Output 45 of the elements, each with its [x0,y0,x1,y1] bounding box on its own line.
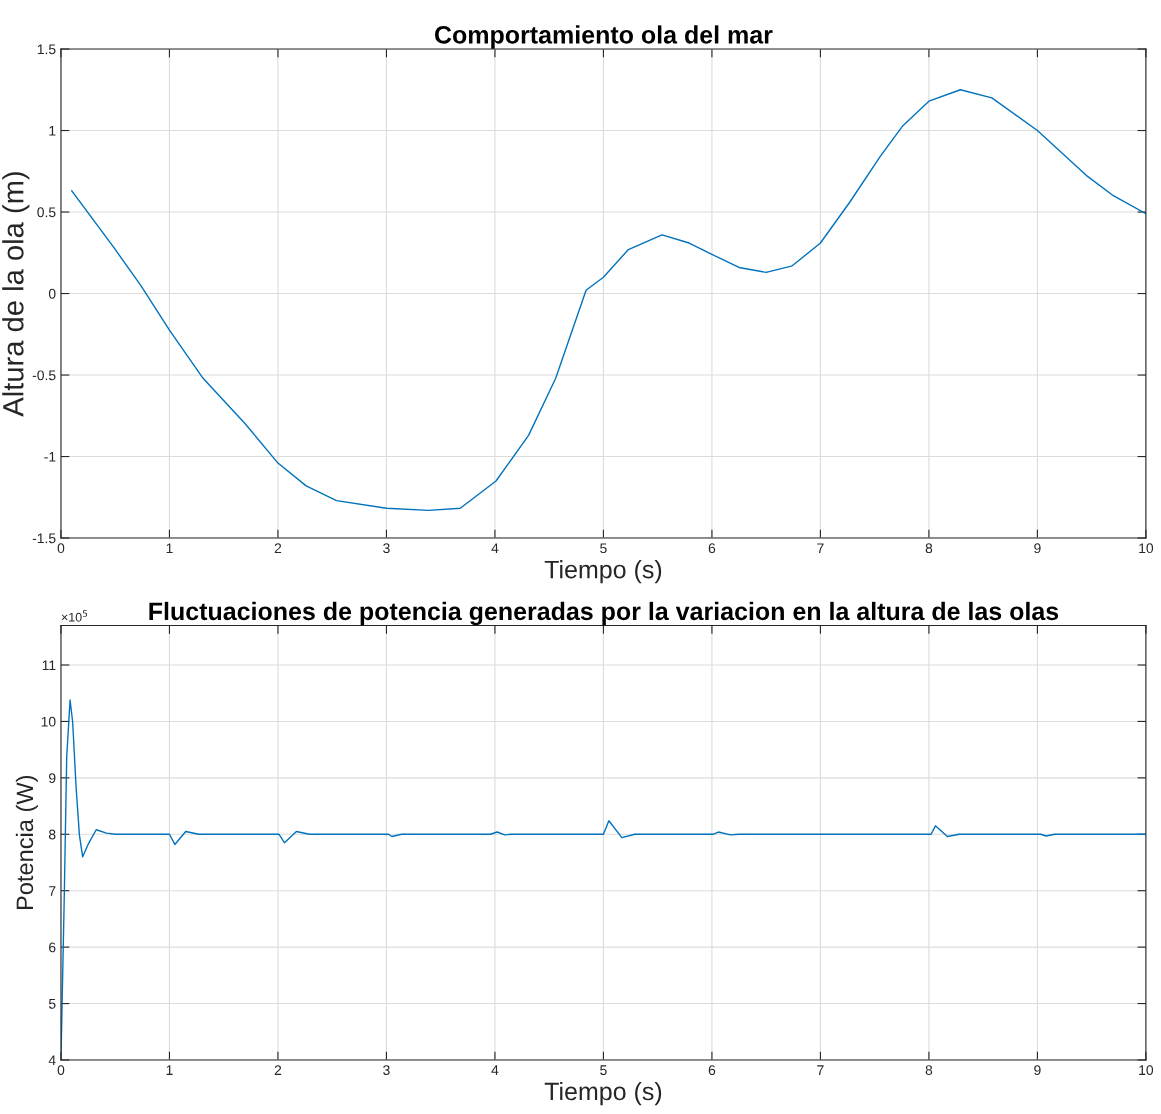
y-tick-label: 11 [42,660,56,671]
x-tick-label: 7 [817,1065,824,1075]
x-tick-label: 0 [57,543,65,554]
x-tick-label: 3 [383,543,390,554]
y-tick-label: 6 [49,942,56,953]
y-axis-title: Altura de la ola (m) [2,172,30,417]
x-tick-label: 4 [491,543,499,553]
y-tick-label: 1.5 [37,44,56,55]
x-tick-label: 4 [491,1065,499,1075]
y-tick-label: -1.5 [32,533,56,544]
y-tick-label: -0.5 [32,370,56,381]
line-series [71,89,1146,512]
x-axis-title: Tiempo (s) [544,1081,662,1106]
x-tick-label: 1 [166,543,173,553]
text: ×10$^{5}$ [61,610,88,622]
y-tick-label: 1 [49,126,56,136]
x-tick-label: 6 [708,1065,716,1076]
x-tick-label: 8 [925,543,933,554]
y-tick-label: 5 [48,999,56,1009]
x-tick-label: 6 [708,543,716,554]
y-tick-label: 4 [48,1055,56,1065]
y-tick-label: 0 [48,288,56,299]
x-tick-label: 0 [57,1065,65,1076]
y-tick-label: 8 [48,829,56,840]
y-tick-label: 7 [49,886,56,896]
x-tick-label: 9 [1034,1065,1041,1076]
y-tick-label: 10 [41,716,56,727]
x-tick-label: 10 [1139,1065,1154,1076]
x-tick-label: 8 [925,1065,933,1076]
x-tick-label: 10 [1139,543,1154,554]
x-tick-label: 2 [274,1065,282,1075]
x-tick-label: 1 [166,1065,173,1075]
x-tick-label: 7 [817,543,824,553]
y-tick-label: 0.5 [37,207,56,218]
y-tick-label: -1 [44,452,56,462]
x-tick-label: 3 [383,1065,390,1076]
x-tick-label: 5 [600,1065,607,1076]
x-tick-label: 2 [274,543,282,553]
y-tick-label: 9 [49,773,56,784]
chart-title: Comportamiento ola del mar [434,25,773,49]
x-tick-label: 5 [600,543,607,554]
x-tick-label: 9 [1034,543,1041,554]
chart-title: Fluctuaciones de potencia generadas por la variacion en la altura de las olas [149,601,1059,626]
y-axis-title: Potencia (W) [15,775,38,910]
x-axis-title: Tiempo (s) [544,560,662,584]
